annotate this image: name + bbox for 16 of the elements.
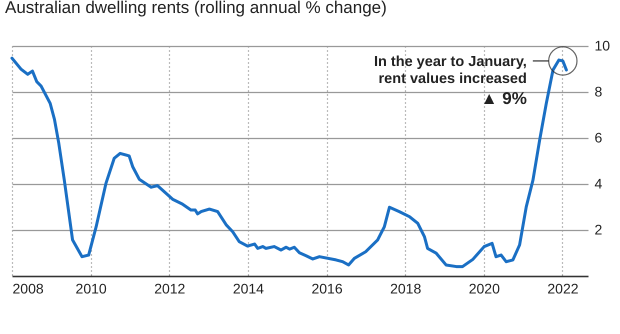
y-tick-label: 10	[594, 38, 610, 54]
annotation: ▲ 9%	[480, 88, 527, 108]
x-tick-label: 2022	[547, 280, 579, 296]
x-tick-label: 2016	[311, 280, 343, 296]
x-tick-label: 2018	[390, 280, 422, 296]
chart-title: Australian dwelling rents (rolling annual % change)	[5, 0, 387, 17]
y-tick-label: 6	[594, 130, 602, 146]
annotation: In the year to January, rent values increased	[374, 54, 527, 87]
x-tick-label: 2020	[468, 280, 500, 296]
y-tick-label: 8	[594, 84, 602, 100]
x-tick-label: 2014	[232, 280, 264, 296]
y-tick-label: 4	[594, 176, 602, 192]
x-tick-label: 2008	[12, 280, 44, 296]
y-tick-label: 2	[594, 222, 602, 238]
x-tick-label: 2010	[76, 280, 107, 296]
x-tick-label: 2012	[154, 280, 186, 296]
